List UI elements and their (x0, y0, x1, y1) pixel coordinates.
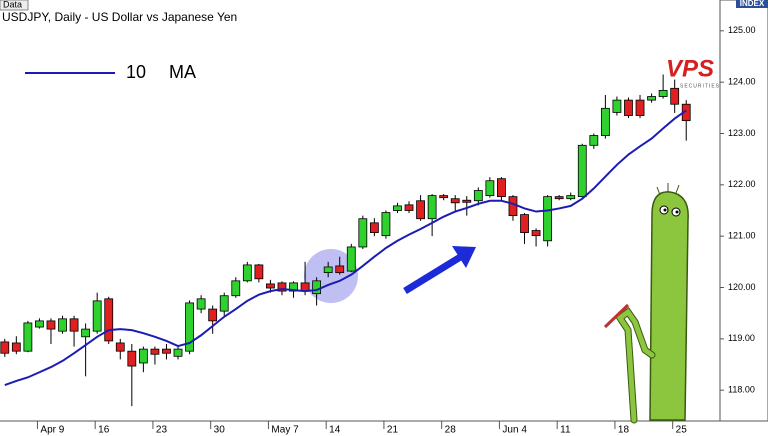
candle-body (46, 320, 56, 330)
candle-body (635, 99, 645, 116)
chart-title: USDJPY, Daily - US Dollar vs Japanese Ye… (2, 10, 237, 24)
candle-body (219, 295, 229, 312)
candle-body (11, 342, 21, 352)
x-tick-label: 14 (329, 425, 341, 436)
candle-body (485, 180, 495, 197)
candle-body (577, 144, 587, 198)
candle-body (497, 178, 506, 198)
candle-body (393, 205, 402, 211)
index-badge (736, 0, 768, 8)
candle-body (369, 222, 379, 233)
y-tick-label: 122.00 (728, 179, 756, 189)
candle-body (508, 196, 518, 217)
y-tick-label: 120.00 (728, 282, 756, 292)
candle-body (381, 212, 391, 237)
candle-body (58, 318, 67, 332)
candle-body (173, 348, 183, 357)
candle-body (115, 342, 125, 352)
candle-body (127, 350, 137, 367)
candle-body (427, 195, 437, 220)
candle-body (670, 87, 680, 105)
candle-body (612, 99, 622, 113)
candle-body (416, 200, 425, 220)
x-tick-label: Apr 9 (40, 425, 64, 436)
candle-body (462, 199, 472, 203)
trend-arrow (403, 246, 476, 294)
x-tick-label: May 7 (271, 425, 299, 436)
candle-body (658, 89, 668, 97)
candle-body (23, 322, 33, 352)
candle-body (81, 328, 91, 338)
y-tick-label: 121.00 (728, 231, 756, 241)
logo-text: VPS (666, 55, 714, 82)
y-tick-label: 125.00 (728, 25, 756, 35)
data-badge (0, 0, 29, 11)
x-tick-label: 11 (560, 425, 571, 436)
y-tick-label: 123.00 (728, 128, 756, 138)
candle-body (231, 280, 241, 297)
y-tick-label: 119.00 (728, 333, 755, 343)
x-tick-label: 16 (98, 425, 110, 436)
candle-body (69, 318, 79, 332)
x-tick-label: 25 (676, 425, 688, 436)
candle-body (185, 302, 194, 352)
candle-body (531, 230, 541, 237)
legend-label: 10 MA (126, 62, 196, 82)
candle-body (566, 195, 576, 200)
candle-body (312, 280, 322, 295)
x-tick-label: 28 (445, 425, 457, 436)
logo: VPS SECURITIES (666, 55, 720, 89)
candle-body (196, 298, 206, 310)
candle-body (138, 348, 148, 364)
candle-body (450, 198, 460, 204)
candle-body (277, 282, 287, 292)
candle-body (624, 99, 633, 116)
candle-body (162, 348, 171, 354)
candle-body (242, 264, 252, 282)
candle-body (208, 308, 218, 322)
candle-body (104, 298, 114, 342)
x-tick-label: 23 (156, 425, 168, 436)
candle-body (589, 135, 599, 146)
cartoon (603, 183, 689, 424)
candle-body (254, 264, 264, 280)
candle-body (323, 266, 333, 274)
candle-body (0, 341, 10, 354)
x-tick-label: 30 (214, 425, 226, 436)
logo-subtext: SECURITIES (680, 83, 720, 89)
candle-body (647, 96, 656, 101)
candle-body (346, 246, 356, 272)
candle-body (92, 300, 102, 332)
y-axis-panel (719, 0, 768, 422)
candle-body (335, 265, 345, 274)
candle-body (554, 196, 564, 200)
candle-body (358, 218, 368, 248)
candle-body (600, 107, 610, 136)
candle-body (473, 190, 483, 202)
y-tick-label: 124.00 (728, 77, 756, 87)
x-tick-label: Jun 4 (502, 425, 527, 436)
x-tick-label: 21 (387, 425, 399, 436)
ma-line (4, 109, 687, 387)
candle-body (520, 214, 529, 233)
candle-body (150, 348, 160, 355)
candle-body (289, 282, 298, 292)
x-tick-label: 18 (618, 425, 630, 436)
index-label: INDEX (740, 0, 765, 8)
data-label: Data (3, 0, 22, 9)
candle-body (439, 195, 449, 199)
candle-body (543, 196, 553, 242)
candle-body (35, 320, 44, 328)
y-tick-label: 118.00 (728, 385, 755, 395)
candle-body (404, 204, 414, 211)
candle-body (266, 283, 275, 289)
